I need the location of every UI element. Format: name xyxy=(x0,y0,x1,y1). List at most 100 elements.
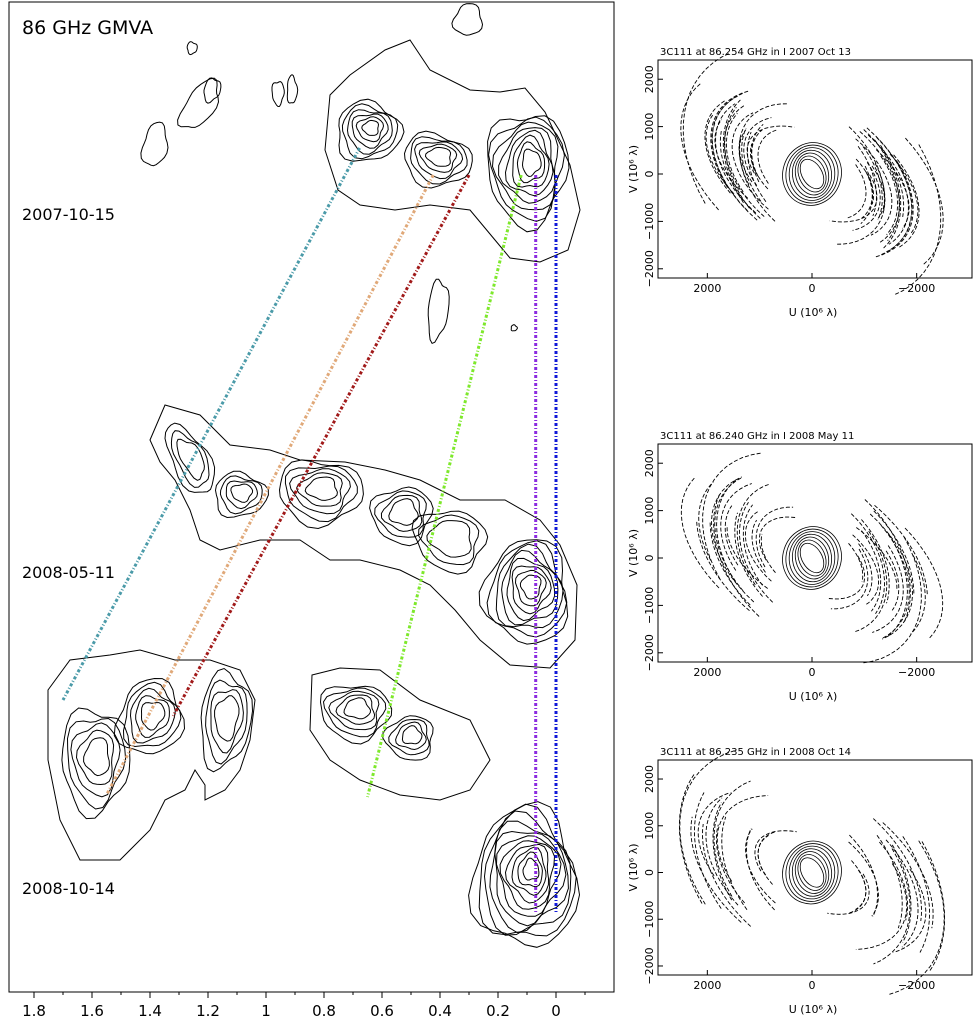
contour-line xyxy=(338,98,405,162)
uv-tracks xyxy=(680,452,944,664)
contour-line xyxy=(501,549,559,626)
contour-line xyxy=(511,565,552,615)
uv-arc xyxy=(739,502,774,603)
x-tick-label: 0.6 xyxy=(370,1002,394,1020)
contour-island xyxy=(140,121,169,167)
uv-arc xyxy=(885,839,919,948)
uv-ylabel: V (10⁶ λ) xyxy=(628,529,640,577)
uv-arc xyxy=(698,481,714,561)
uv-ellipse xyxy=(782,840,842,905)
uv-ellipse xyxy=(785,843,839,902)
uv-arc xyxy=(711,476,755,603)
uv-ellipse xyxy=(785,144,839,204)
uv-x-tick-label: −2000 xyxy=(898,666,935,679)
uv-arc xyxy=(849,834,878,917)
uv-ellipse xyxy=(797,539,827,577)
contour-line xyxy=(361,119,380,136)
contour-line xyxy=(289,468,351,515)
contour-map xyxy=(47,3,581,948)
uv-panel-2008-may: 3C111 at 86.240 GHz in I 2008 May 11 2000… xyxy=(628,431,973,703)
uv-ellipse xyxy=(791,149,833,199)
uv-arc xyxy=(741,127,762,202)
contour-island xyxy=(271,81,285,108)
uv-ellipse xyxy=(782,142,842,206)
uv-arc xyxy=(864,499,911,622)
uv-y-tick-label: −2000 xyxy=(643,947,656,984)
uv-arc xyxy=(829,174,878,223)
uv-arc xyxy=(904,527,944,639)
x-tick-label: 1 xyxy=(261,1002,271,1020)
component-track-1 xyxy=(61,147,361,701)
uv-arc xyxy=(848,543,864,583)
uv-arc xyxy=(760,533,776,573)
uv-arc xyxy=(872,545,904,633)
uv-arc xyxy=(744,510,772,582)
uv-arc xyxy=(887,840,945,996)
uv-arc xyxy=(716,479,737,583)
contour-line xyxy=(380,494,423,532)
uv-arc xyxy=(757,831,777,885)
uv-ellipse xyxy=(788,845,836,900)
contour-line xyxy=(478,803,577,937)
uv-tracks xyxy=(680,52,944,296)
uv-arc xyxy=(725,113,744,193)
uv-y-tick-label: −1000 xyxy=(643,203,656,240)
contour-line xyxy=(328,690,380,731)
contour-line xyxy=(426,520,472,558)
contour-line xyxy=(512,134,550,188)
uv-ellipse xyxy=(797,155,827,193)
uv-y-tick-label: −1000 xyxy=(643,587,656,624)
contour-line xyxy=(488,116,565,222)
contour-line xyxy=(511,846,547,896)
uv-ellipse xyxy=(785,528,839,588)
uv-arc xyxy=(696,520,750,612)
uv-arc xyxy=(872,818,922,922)
uv-arc xyxy=(726,525,768,589)
uv-arc xyxy=(722,99,744,203)
uv-ellipse xyxy=(797,854,827,891)
contour-line xyxy=(521,148,542,178)
contour-line xyxy=(388,498,419,526)
contour-line xyxy=(495,543,564,629)
uv-arc xyxy=(702,823,752,927)
uv-arc xyxy=(736,483,771,586)
contour-line xyxy=(491,121,559,211)
uv-x-tick-label: 2000 xyxy=(693,666,721,679)
contour-island xyxy=(186,41,198,56)
uv-ellipse xyxy=(799,158,825,190)
component-track-3 xyxy=(171,174,471,717)
epoch-label-2: 2008-05-11 xyxy=(22,563,115,582)
contour-line xyxy=(382,715,434,761)
x-tick-label: 0.4 xyxy=(428,1002,452,1020)
uv-arc xyxy=(827,555,866,600)
contour-line xyxy=(514,569,547,607)
uv-panel-2008-oct: 3C111 at 86.235 GHz in I 2008 Oct 14 2000… xyxy=(628,747,973,1016)
contour-line xyxy=(319,685,393,745)
contour-line xyxy=(418,143,458,173)
component-track-4 xyxy=(366,174,523,798)
uv-arc xyxy=(891,844,912,943)
uv-arc xyxy=(855,158,874,205)
uv-xlabel: U (10⁶ λ) xyxy=(789,1003,838,1016)
uv-arc xyxy=(758,516,797,561)
x-tick-label: 1.6 xyxy=(80,1002,104,1020)
contour-line xyxy=(489,820,569,934)
uv-arc xyxy=(720,483,752,571)
uv-inner-ellipses xyxy=(782,142,842,206)
uv-arc xyxy=(874,160,914,258)
uv-ellipse xyxy=(799,542,825,574)
uv-arc xyxy=(874,504,928,596)
contour-line xyxy=(284,465,358,523)
uv-x-tick-label: −2000 xyxy=(898,282,935,295)
uv-arc xyxy=(750,143,769,190)
uv-arc xyxy=(847,164,867,219)
uv-y-tick-label: 2000 xyxy=(643,65,656,93)
uv-arc xyxy=(861,519,890,604)
uv-x-tick-label: 0 xyxy=(809,282,816,295)
uv-arc xyxy=(873,510,915,595)
uv-arc xyxy=(713,494,760,617)
contour-line xyxy=(504,129,554,197)
contour-line xyxy=(369,486,434,547)
uv-inner-ellipses xyxy=(782,840,842,905)
uv-arc xyxy=(853,530,888,633)
